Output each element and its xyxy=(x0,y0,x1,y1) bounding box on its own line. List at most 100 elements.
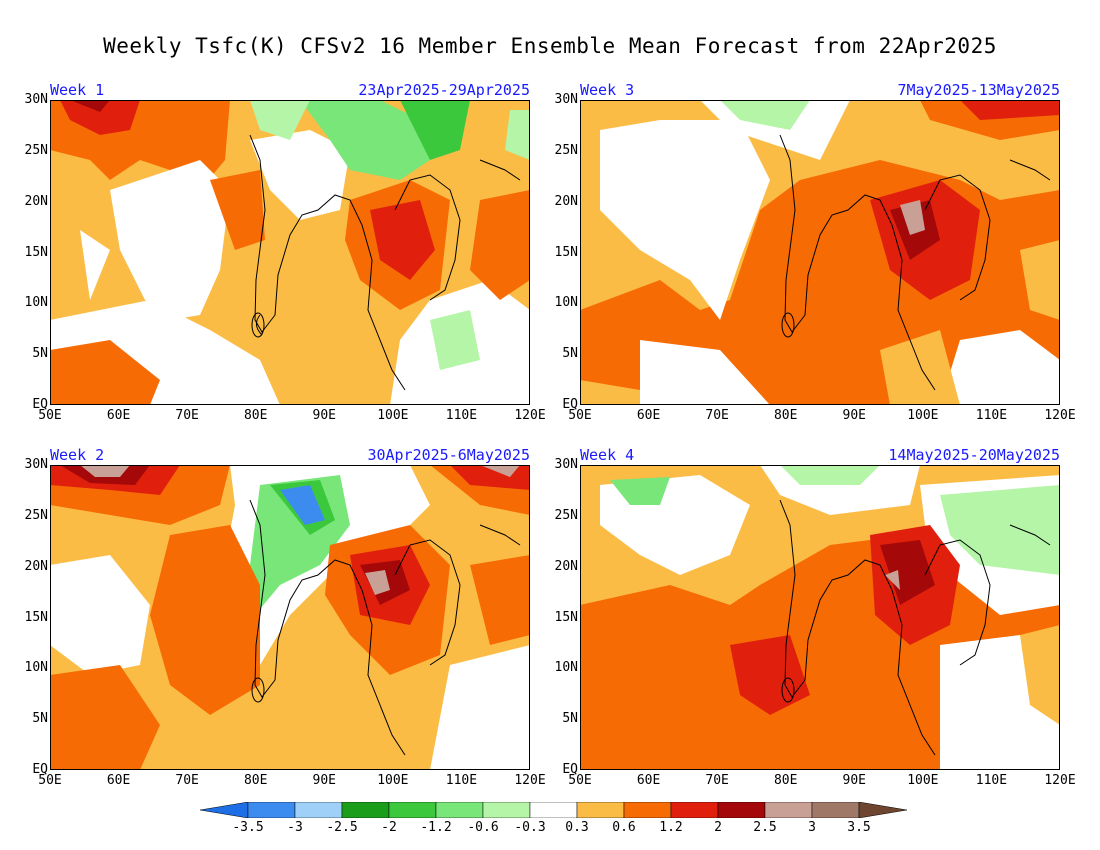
panel-week-label: Week 2 xyxy=(50,446,105,464)
map-frame xyxy=(580,100,1060,405)
y-tick-label: EQ xyxy=(562,762,578,777)
colorbar-segment xyxy=(388,802,437,818)
x-tick-label: 90E xyxy=(842,408,867,423)
x-tick-label: 120E xyxy=(514,773,546,788)
x-tick-label: 100E xyxy=(377,773,409,788)
y-tick-label: 30N xyxy=(554,457,578,472)
colorbar-label: 2.5 xyxy=(753,820,777,835)
x-tick-label: 90E xyxy=(312,408,337,423)
x-tick-label: 120E xyxy=(1044,408,1076,423)
y-tick-label: 10N xyxy=(24,660,48,676)
x-tick-label: 60E xyxy=(106,408,131,423)
colorbar-label: 3 xyxy=(808,820,816,835)
x-tick-label: 120E xyxy=(514,408,546,423)
y-tick-label: EQ xyxy=(32,397,48,412)
colorbar-segment xyxy=(200,802,249,818)
colorbar-label: -0.6 xyxy=(467,820,499,835)
map-frame xyxy=(580,465,1060,770)
colorbar-label: -3.5 xyxy=(232,820,264,835)
colorbar-segment xyxy=(576,802,625,818)
panel-week-label: Week 3 xyxy=(580,81,635,99)
y-tick-label: 25N xyxy=(554,142,578,158)
x-tick-label: 110E xyxy=(445,773,478,788)
y-tick-label: 25N xyxy=(24,142,48,158)
panel-week-label: Week 4 xyxy=(580,446,635,464)
colorbar-label: 0.6 xyxy=(612,820,636,835)
y-tick-label: 15N xyxy=(24,244,48,260)
colorbar-segment xyxy=(670,802,719,818)
y-tick-label: 20N xyxy=(554,193,578,209)
x-tick-label: 70E xyxy=(705,408,729,423)
colorbar-label: 2 xyxy=(714,820,722,835)
panel-week-1: Week 1 23Apr2025-29Apr2025 xyxy=(50,81,530,405)
y-tick-label: EQ xyxy=(562,397,578,412)
x-tick-label: 60E xyxy=(636,408,661,423)
colorbar-label: -2 xyxy=(381,820,397,835)
x-tick-label: 70E xyxy=(705,773,729,788)
x-tick-label: 110E xyxy=(445,408,478,423)
panel-week-4: Week 4 14May2025-20May2025 xyxy=(580,446,1060,770)
map-week-4 xyxy=(580,465,1060,770)
panel-date-range: 30Apr2025-6May2025 xyxy=(367,446,530,464)
x-tick-label: 90E xyxy=(842,773,867,788)
map-frame xyxy=(50,100,530,405)
x-tick-label: 90E xyxy=(312,773,337,788)
colorbar-label: -2.5 xyxy=(326,820,358,835)
y-tick-label: 25N xyxy=(554,507,578,523)
colorbar-segment xyxy=(717,802,766,818)
colorbar-segment xyxy=(247,802,296,818)
x-tick-label: 80E xyxy=(243,773,268,788)
y-tick-label: 25N xyxy=(24,507,48,523)
colorbar-segment xyxy=(294,802,343,818)
x-tick-label: 50E xyxy=(568,773,592,788)
y-tick-label: 15N xyxy=(24,609,48,625)
figure-title: Weekly Tsfc(K) CFSv2 16 Member Ensemble … xyxy=(103,34,997,58)
x-tick-label: 70E xyxy=(175,773,199,788)
y-tick-label: 30N xyxy=(24,92,48,107)
x-tick-label: 60E xyxy=(636,773,661,788)
y-tick-label: 20N xyxy=(24,558,48,574)
y-tick-label: 30N xyxy=(554,92,578,107)
map-week-1 xyxy=(50,100,530,405)
colorbar-segment xyxy=(435,802,484,818)
y-tick-label: 10N xyxy=(554,295,578,311)
x-tick-label: 100E xyxy=(907,408,939,423)
colorbar-segment xyxy=(623,802,672,818)
colorbar-label: -1.2 xyxy=(420,820,452,835)
x-tick-label: 50E xyxy=(568,408,592,423)
colorbar-segment xyxy=(858,802,907,818)
x-tick-label: 110E xyxy=(975,408,1008,423)
map-week-2 xyxy=(50,465,530,770)
x-tick-label: 50E xyxy=(38,408,62,423)
x-tick-label: 50E xyxy=(38,773,62,788)
map-frame xyxy=(50,465,530,770)
panel-date-range: 14May2025-20May2025 xyxy=(888,446,1060,464)
colorbar-label: 0.3 xyxy=(565,820,589,835)
map-week-3 xyxy=(580,100,1060,405)
x-tick-label: 80E xyxy=(773,408,798,423)
colorbar-label: 3.5 xyxy=(847,820,871,835)
x-tick-label: 110E xyxy=(975,773,1008,788)
y-tick-label: 20N xyxy=(554,558,578,574)
y-tick-label: 5N xyxy=(32,346,48,362)
x-tick-label: 70E xyxy=(175,408,199,423)
colorbar-label: -3 xyxy=(287,820,303,835)
colorbar-segment xyxy=(764,802,813,818)
x-tick-label: 80E xyxy=(773,773,798,788)
y-tick-label: 15N xyxy=(554,244,578,260)
x-tick-label: 100E xyxy=(377,408,409,423)
colorbar-label: -0.3 xyxy=(514,820,546,835)
y-tick-label: 10N xyxy=(24,295,48,311)
panel-week-2: Week 2 30Apr2025-6May2025 xyxy=(50,446,530,770)
y-tick-label: 5N xyxy=(562,711,578,727)
x-tick-label: 60E xyxy=(106,773,131,788)
x-tick-label: 80E xyxy=(243,408,268,423)
y-tick-label: EQ xyxy=(32,762,48,777)
y-tick-label: 10N xyxy=(554,660,578,676)
colorbar xyxy=(200,802,907,818)
colorbar-segment xyxy=(341,802,390,818)
y-tick-label: 20N xyxy=(24,193,48,209)
colorbar-segment xyxy=(529,802,578,818)
y-tick-label: 5N xyxy=(562,346,578,362)
panel-week-3: Week 3 7May2025-13May2025 xyxy=(580,81,1060,405)
